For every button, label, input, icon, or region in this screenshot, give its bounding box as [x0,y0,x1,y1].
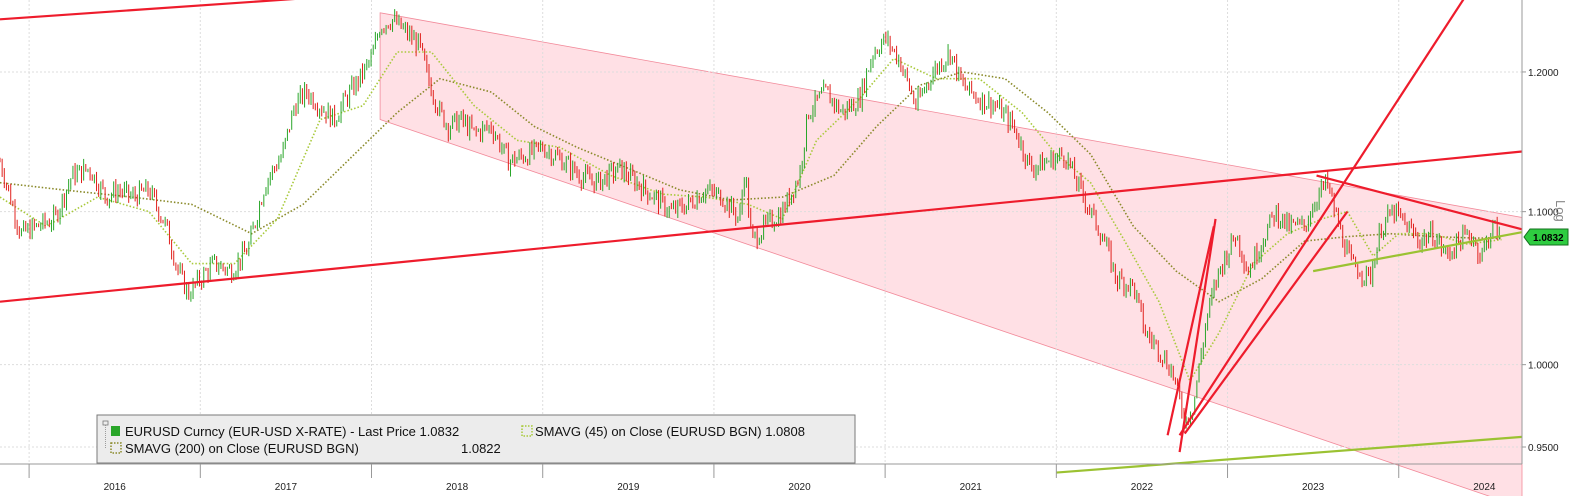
sma200-legend-swatch [110,442,122,454]
legend-sma200-label: SMAVG (200) on Close (EURUSD BGN) [125,441,359,456]
sma45-legend-swatch [521,425,533,437]
trendlines [0,0,1523,474]
price-series [0,9,1500,433]
y-tick-label-0: 1.2000 [1528,68,1559,79]
channel-fill [379,12,1523,496]
x-tick-label-5: 2021 [960,482,983,493]
red-trendline-2 [1178,0,1465,436]
legend-sma200-value: 1.0822 [461,441,501,456]
sma200-series [0,71,1502,303]
legend-box [96,414,856,464]
green-trendline-1 [1056,435,1523,474]
x-tick-label-4: 2020 [788,482,811,493]
sma200-line [0,71,1502,303]
last-price-tag-label: 1.0832 [1533,233,1564,244]
tick-labels: 1.2000 1.1000 1.0000 0.9500 2016 2017 2018 2019… [28,68,1559,493]
last-price-tag-shape [1523,228,1569,246]
y-tick-label-3: 0.9500 [1528,443,1559,454]
green-trendline-0 [1312,231,1523,273]
y-tick-label-2: 1.0000 [1528,361,1559,372]
axes [0,0,1523,465]
red-trendline-3 [1178,218,1217,453]
legend: EURUSD Curncy (EUR-USD X-RATE) - Last Pr… [96,414,856,464]
red-trendline-4 [1183,210,1349,435]
legend-sma45-label: SMAVG (45) on Close (EURUSD BGN) 1.0808 [535,424,805,439]
red-trendline-1 [0,150,1523,303]
x-tick-label-8: 2024 [1473,482,1496,493]
y-tick-label-1: 1.1000 [1528,208,1559,219]
x-tick-label-2: 2018 [446,482,469,493]
red-trendline-5 [1166,226,1215,436]
downtrend-channel [379,12,1523,496]
price-legend-swatch [111,426,120,436]
x-tick-label-6: 2022 [1131,482,1154,493]
last-price-tag: 1.0832 [1523,228,1569,246]
legend-price-label: EURUSD Curncy (EUR-USD X-RATE) - Last Pr… [125,424,459,439]
x-tick-label-1: 2017 [275,482,298,493]
y-axis-title: Log [1553,200,1568,222]
x-tick-label-7: 2023 [1302,482,1325,493]
x-tick-label-0: 2016 [104,482,127,493]
x-tick-label-3: 2019 [617,482,640,493]
red-trendline-0 [0,0,296,21]
red-trendline-6 [1316,174,1523,231]
